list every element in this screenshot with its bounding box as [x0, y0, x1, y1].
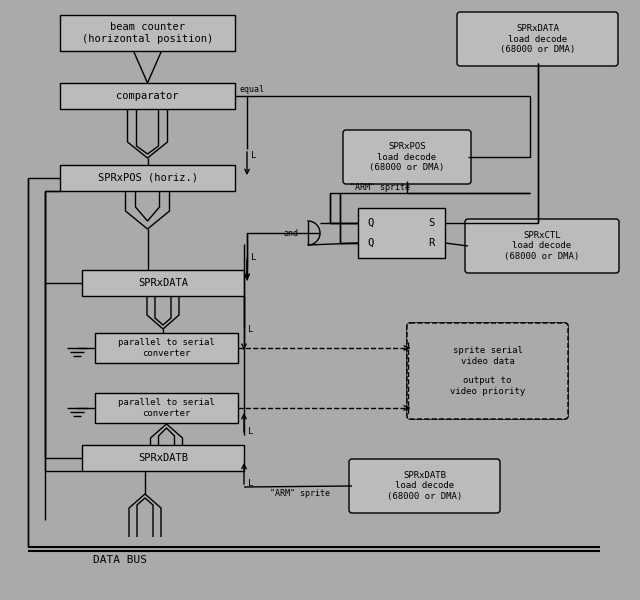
Text: SPRxDATA
load decode
(68000 or DMA): SPRxDATA load decode (68000 or DMA) [500, 24, 575, 54]
Text: parallel to serial
converter: parallel to serial converter [118, 338, 215, 358]
Text: SPRxCTL
load decode
(68000 or DMA): SPRxCTL load decode (68000 or DMA) [504, 231, 580, 261]
Text: sprite serial
video data: sprite serial video data [452, 346, 522, 365]
Text: equal: equal [240, 85, 265, 94]
Text: SPRxPOS (horiz.): SPRxPOS (horiz.) [97, 173, 198, 183]
Text: DATA BUS: DATA BUS [93, 555, 147, 565]
Text: SPRxDATA: SPRxDATA [138, 278, 188, 288]
Text: Q: Q [367, 218, 373, 228]
Bar [358, 208, 445, 258]
Text: SPRxDATB: SPRxDATB [138, 453, 188, 463]
Bar [60, 83, 235, 109]
Text: L: L [248, 325, 253, 334]
Text: output to
video priority: output to video priority [450, 376, 525, 396]
FancyBboxPatch shape [457, 12, 618, 66]
Text: L: L [248, 479, 253, 487]
Text: comparator: comparator [116, 91, 179, 101]
Text: SPRxPOS
load decode
(68000 or DMA): SPRxPOS load decode (68000 or DMA) [369, 142, 445, 172]
Bar [60, 165, 235, 191]
Bar [82, 445, 244, 471]
Text: parallel to serial
converter: parallel to serial converter [118, 398, 215, 418]
FancyBboxPatch shape [465, 219, 619, 273]
Bar [60, 15, 235, 51]
FancyBboxPatch shape [349, 459, 500, 513]
Text: "ARM" sprite: "ARM" sprite [350, 182, 410, 191]
Bar [95, 333, 238, 363]
Text: and: and [283, 229, 298, 238]
Text: L: L [251, 151, 257, 160]
Bar [82, 270, 244, 296]
Text: Q: Q [367, 238, 373, 248]
FancyBboxPatch shape [407, 323, 568, 419]
FancyBboxPatch shape [343, 130, 471, 184]
Text: R: R [428, 238, 434, 248]
Text: SPRxDATB
load decode
(68000 or DMA): SPRxDATB load decode (68000 or DMA) [387, 471, 462, 501]
Text: beam counter
(horizontal position): beam counter (horizontal position) [82, 22, 213, 44]
Text: "ARM" sprite: "ARM" sprite [270, 488, 330, 497]
Text: L: L [248, 427, 253, 436]
FancyBboxPatch shape [407, 323, 568, 419]
Bar [95, 393, 238, 423]
Text: L: L [251, 253, 257, 263]
Text: S: S [428, 218, 434, 228]
